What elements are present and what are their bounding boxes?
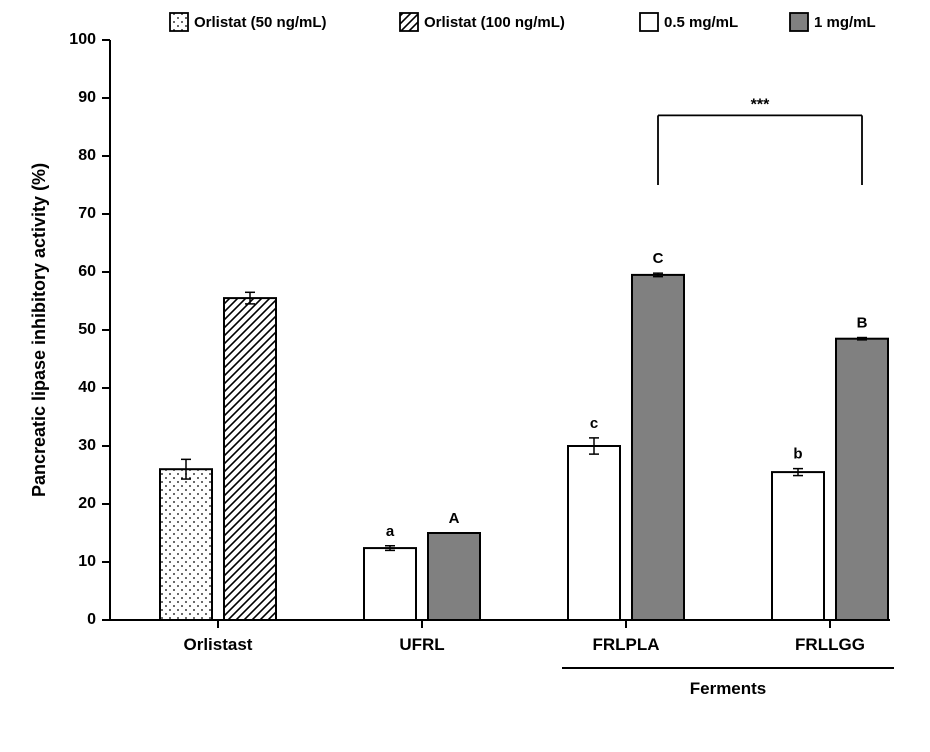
bar-annotation: A bbox=[449, 510, 460, 527]
x-group-label: UFRL bbox=[399, 635, 444, 654]
y-tick-label: 10 bbox=[78, 553, 96, 570]
bar-annotation: a bbox=[386, 523, 395, 540]
y-axis-label: Pancreatic lipase inhibitory activity (%… bbox=[29, 163, 49, 497]
y-tick-label: 30 bbox=[78, 437, 96, 454]
x-group-label: FRLLGG bbox=[795, 635, 865, 654]
y-tick-label: 40 bbox=[78, 379, 96, 396]
legend-label: 0.5 mg/mL bbox=[664, 14, 738, 31]
y-tick-label: 100 bbox=[69, 31, 96, 48]
y-tick-label: 60 bbox=[78, 263, 96, 280]
y-tick-label: 90 bbox=[78, 89, 96, 106]
lipase-inhibition-chart: 0 10 20 30 40 50 60 70 80 90 100 Pancreatic lipase … bbox=[0, 0, 930, 752]
bar bbox=[772, 472, 824, 620]
legend-marker bbox=[640, 13, 658, 31]
bar bbox=[160, 469, 212, 620]
x-group-label: Orlistast bbox=[184, 635, 253, 654]
x-group-label: FRLPLA bbox=[592, 635, 659, 654]
legend-label: Orlistat (50 ng/mL) bbox=[194, 14, 327, 31]
legend-marker bbox=[170, 13, 188, 31]
legend-label: Orlistat (100 ng/mL) bbox=[424, 14, 565, 31]
bar-annotation: B bbox=[857, 315, 868, 332]
bar bbox=[568, 446, 620, 620]
bar bbox=[836, 339, 888, 620]
bar bbox=[364, 548, 416, 620]
legend-marker bbox=[790, 13, 808, 31]
bar-annotation: c bbox=[590, 415, 598, 432]
y-tick-label: 0 bbox=[87, 611, 96, 628]
bar bbox=[428, 533, 480, 620]
y-tick-label: 70 bbox=[78, 205, 96, 222]
y-tick-label: 80 bbox=[78, 147, 96, 164]
y-tick-label: 20 bbox=[78, 495, 96, 512]
legend-marker bbox=[400, 13, 418, 31]
ferments-label: Ferments bbox=[690, 679, 767, 698]
bar bbox=[632, 275, 684, 620]
y-tick-label: 50 bbox=[78, 321, 96, 338]
significance-label: *** bbox=[751, 96, 770, 113]
bar-annotation: b bbox=[793, 446, 802, 463]
legend-label: 1 mg/mL bbox=[814, 14, 876, 31]
bar bbox=[224, 298, 276, 620]
bar-annotation: C bbox=[653, 250, 664, 267]
